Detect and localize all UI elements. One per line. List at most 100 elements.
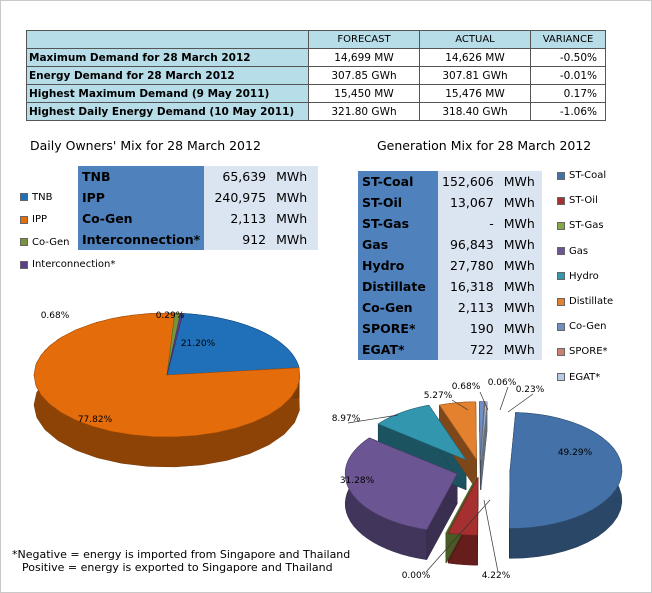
legend-item: SPORE* (557, 339, 613, 364)
gen-unit: MWh (497, 234, 542, 255)
table-row: Hydro 27,780 MWh (358, 255, 542, 276)
table-row: TNB 65,639 MWh (78, 166, 319, 187)
table-row: Maximum Demand for 28 March 2012 14,699 … (26, 48, 606, 67)
actual-value: 307.81 GWh (419, 66, 531, 85)
forecast-value: 14,699 MW (308, 48, 420, 67)
gen-unit: MWh (497, 192, 542, 213)
table-row: ST-Gas - MWh (358, 213, 542, 234)
footnote-line-2: Positive = energy is exported to Singapo… (22, 561, 333, 574)
variance-value: -0.01% (530, 66, 606, 85)
owner-name: TNB (78, 166, 205, 187)
table-row: Interconnection* 912 MWh (78, 229, 319, 250)
gen-unit: MWh (497, 276, 542, 297)
legend-label: ST-Oil (569, 195, 598, 207)
generation-mix-title: Generation Mix for 28 March 2012 (377, 138, 592, 153)
legend-label: Co-Gen (32, 236, 70, 248)
gen-unit: MWh (497, 255, 542, 276)
legend-swatch (20, 260, 28, 269)
gen-value: 16,318 (438, 276, 498, 297)
generation-mix-table: ST-Coal 152,606 MWh ST-Oil 13,067 MWh ST-Gas… (358, 171, 542, 360)
header-actual: ACTUAL (419, 30, 531, 49)
legend-label: Interconnection* (32, 259, 116, 271)
gen-unit: MWh (497, 297, 542, 318)
owner-unit: MWh (270, 208, 319, 229)
owner-unit: MWh (270, 187, 319, 208)
legend-swatch (557, 196, 565, 205)
legend-label: Distillate (569, 296, 614, 308)
table-row: Energy Demand for 28 March 2012 307.85 G… (26, 66, 606, 85)
gen-name: SPORE* (358, 318, 438, 339)
gen-name: Distillate (358, 276, 438, 297)
row-label: Highest Daily Energy Demand (10 May 2011… (26, 102, 309, 121)
gen-name: EGAT* (358, 339, 438, 360)
legend-label: SPORE* (569, 346, 608, 358)
legend-item: Gas (557, 239, 613, 264)
gen-unit: MWh (497, 171, 542, 192)
gen-value: 152,606 (438, 171, 498, 192)
demand-summary-table: FORECAST ACTUAL VARIANCE Maximum Demand … (26, 30, 606, 121)
row-label: Highest Maximum Demand (9 May 2011) (26, 84, 309, 103)
table-row: Highest Maximum Demand (9 May 2011) 15,4… (26, 84, 606, 103)
legend-item: ST-Oil (557, 188, 613, 213)
owner-unit: MWh (270, 229, 319, 250)
forecast-value: 15,450 MW (308, 84, 420, 103)
owners-legend: TNB IPP Co-Gen Interconnection* (20, 186, 115, 276)
owner-value: 65,639 (204, 166, 271, 187)
actual-value: 14,626 MW (419, 48, 531, 67)
legend-swatch (557, 297, 565, 306)
actual-value: 15,476 MW (419, 84, 531, 103)
gen-name: ST-Coal (358, 171, 438, 192)
gen-value: 27,780 (438, 255, 498, 276)
owner-name: Co-Gen (78, 208, 205, 229)
legend-item: TNB (20, 186, 115, 209)
legend-label: Hydro (569, 270, 599, 282)
legend-swatch (557, 272, 565, 281)
owner-value: 2,113 (204, 208, 271, 229)
legend-swatch (557, 221, 565, 230)
owner-value: 912 (204, 229, 271, 250)
legend-swatch (557, 247, 565, 256)
table-row: IPP 240,975 MWh (78, 187, 319, 208)
footnote-line-1: *Negative = energy is imported from Sing… (12, 548, 351, 561)
owners-mix-table: TNB 65,639 MWh IPP 240,975 MWh Co-Gen 2,… (78, 166, 319, 250)
legend-swatch (557, 322, 565, 331)
gen-name: ST-Gas (358, 213, 438, 234)
legend-item: Interconnection* (20, 254, 115, 277)
legend-item: ST-Coal (557, 163, 613, 188)
gen-name: ST-Oil (358, 192, 438, 213)
gen-unit: MWh (497, 318, 542, 339)
footnote: *Negative = energy is imported from Sing… (12, 548, 350, 574)
variance-value: -0.50% (530, 48, 606, 67)
legend-item: ST-Gas (557, 213, 613, 238)
legend-item: EGAT* (557, 365, 613, 390)
gen-name: Gas (358, 234, 438, 255)
gen-value: 190 (438, 318, 498, 339)
gen-value: 722 (438, 339, 498, 360)
legend-swatch (557, 347, 565, 356)
legend-swatch (557, 171, 565, 180)
legend-swatch (20, 215, 28, 224)
owner-name: IPP (78, 187, 205, 208)
legend-label: ST-Coal (569, 170, 607, 182)
table-row: Co-Gen 2,113 MWh (78, 208, 319, 229)
legend-item: Hydro (557, 264, 613, 289)
legend-item: Distillate (557, 289, 613, 314)
row-label: Maximum Demand for 28 March 2012 (26, 48, 309, 67)
variance-value: -1.06% (530, 102, 606, 121)
header-variance: VARIANCE (530, 30, 606, 49)
gen-value: 96,843 (438, 234, 498, 255)
generation-legend: ST-Coal ST-Oil ST-Gas Gas Hydro Distilla… (557, 163, 613, 390)
legend-label: Co-Gen (569, 321, 607, 333)
forecast-value: 321.80 GWh (308, 102, 420, 121)
table-row: Co-Gen 2,113 MWh (358, 297, 542, 318)
header-blank (26, 30, 309, 49)
legend-item: IPP (20, 209, 115, 232)
table-row: Highest Daily Energy Demand (10 May 2011… (26, 102, 606, 121)
gen-name: Hydro (358, 255, 438, 276)
legend-swatch (557, 373, 565, 382)
owner-unit: MWh (270, 166, 319, 187)
header-forecast: FORECAST (308, 30, 420, 49)
legend-label: TNB (32, 191, 53, 203)
legend-item: Co-Gen (557, 314, 613, 339)
legend-label: IPP (32, 214, 48, 226)
